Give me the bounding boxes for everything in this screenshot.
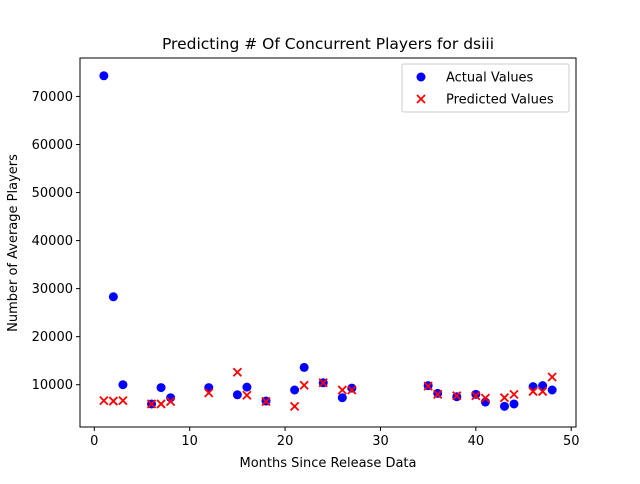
predicted-value-point <box>242 390 252 400</box>
predicted-value-point <box>480 393 491 403</box>
x-tick-label: 50 <box>563 434 580 449</box>
actual-value-point <box>347 383 357 393</box>
legend-x-icon <box>416 94 426 104</box>
y-axis-label: Number of Average Players <box>6 154 21 332</box>
actual-value-point <box>242 382 252 392</box>
y-tick-label: 40000 <box>32 234 73 249</box>
x-axis: 0 10 20 30 40 50 <box>90 427 580 449</box>
legend-label: Actual Values <box>446 71 534 86</box>
predicted-value-point <box>499 393 510 403</box>
predicted-value-point <box>433 389 443 399</box>
series-actual <box>99 71 557 411</box>
predicted-value-point <box>547 372 557 382</box>
legend-frame <box>401 63 570 113</box>
chart-title: Predicting # Of Concurrent Players for d… <box>162 35 494 53</box>
x-tick-label: 20 <box>277 434 294 449</box>
predicted-value-point <box>108 396 119 406</box>
predicted-value-point <box>337 385 347 395</box>
actual-value-point <box>509 399 519 409</box>
actual-value-point <box>547 385 557 395</box>
actual-value-point <box>290 385 300 395</box>
predicted-value-point <box>289 401 300 411</box>
predicted-value-point <box>537 386 548 397</box>
actual-value-point <box>499 401 509 411</box>
predicted-value-point <box>452 391 462 401</box>
actual-value-point <box>108 292 118 302</box>
predicted-value-point <box>165 396 176 407</box>
predicted-value-point <box>347 385 357 395</box>
x-tick-label: 30 <box>372 434 389 449</box>
predicted-value-point <box>423 381 433 391</box>
predicted-value-point <box>318 378 328 388</box>
y-tick-label: 70000 <box>32 90 73 105</box>
predicted-value-point <box>146 399 157 409</box>
predicted-value-point <box>232 367 243 377</box>
predicted-value-point <box>528 386 538 397</box>
x-tick-label: 10 <box>181 434 198 449</box>
predicted-value-point <box>156 399 166 409</box>
x-tick-label: 40 <box>468 434 485 449</box>
predicted-value-point <box>471 391 481 401</box>
y-tick-label: 30000 <box>32 282 73 297</box>
predicted-value-point <box>118 395 128 406</box>
y-tick-label: 60000 <box>32 138 73 153</box>
actual-value-point <box>471 389 481 399</box>
y-tick-label: 20000 <box>32 330 73 345</box>
actual-value-point <box>528 382 538 392</box>
predicted-value-point <box>261 396 271 407</box>
actual-value-point <box>156 383 166 393</box>
y-tick-label: 10000 <box>32 378 73 393</box>
x-tick-label: 0 <box>90 434 98 449</box>
axes-frame <box>79 57 577 428</box>
legend-label: Predicted Values <box>446 93 554 108</box>
legend-circle-icon <box>416 72 426 82</box>
predicted-value-point <box>509 389 519 399</box>
x-axis-label: Months Since Release Data <box>240 456 417 471</box>
plot-area <box>99 71 557 411</box>
y-tick-label: 50000 <box>32 186 73 201</box>
predicted-value-point <box>299 380 309 390</box>
series-predicted <box>99 367 557 411</box>
actual-value-point <box>232 390 242 400</box>
actual-value-point <box>118 380 128 390</box>
predicted-value-point <box>99 395 109 406</box>
predicted-value-point <box>204 388 214 398</box>
y-axis: 10000 20000 30000 40000 50000 60000 70000 <box>32 90 80 393</box>
actual-value-point <box>337 393 347 403</box>
legend: Actual Values Predicted Values <box>401 63 570 113</box>
actual-value-point <box>99 71 109 81</box>
actual-value-point <box>299 362 309 372</box>
